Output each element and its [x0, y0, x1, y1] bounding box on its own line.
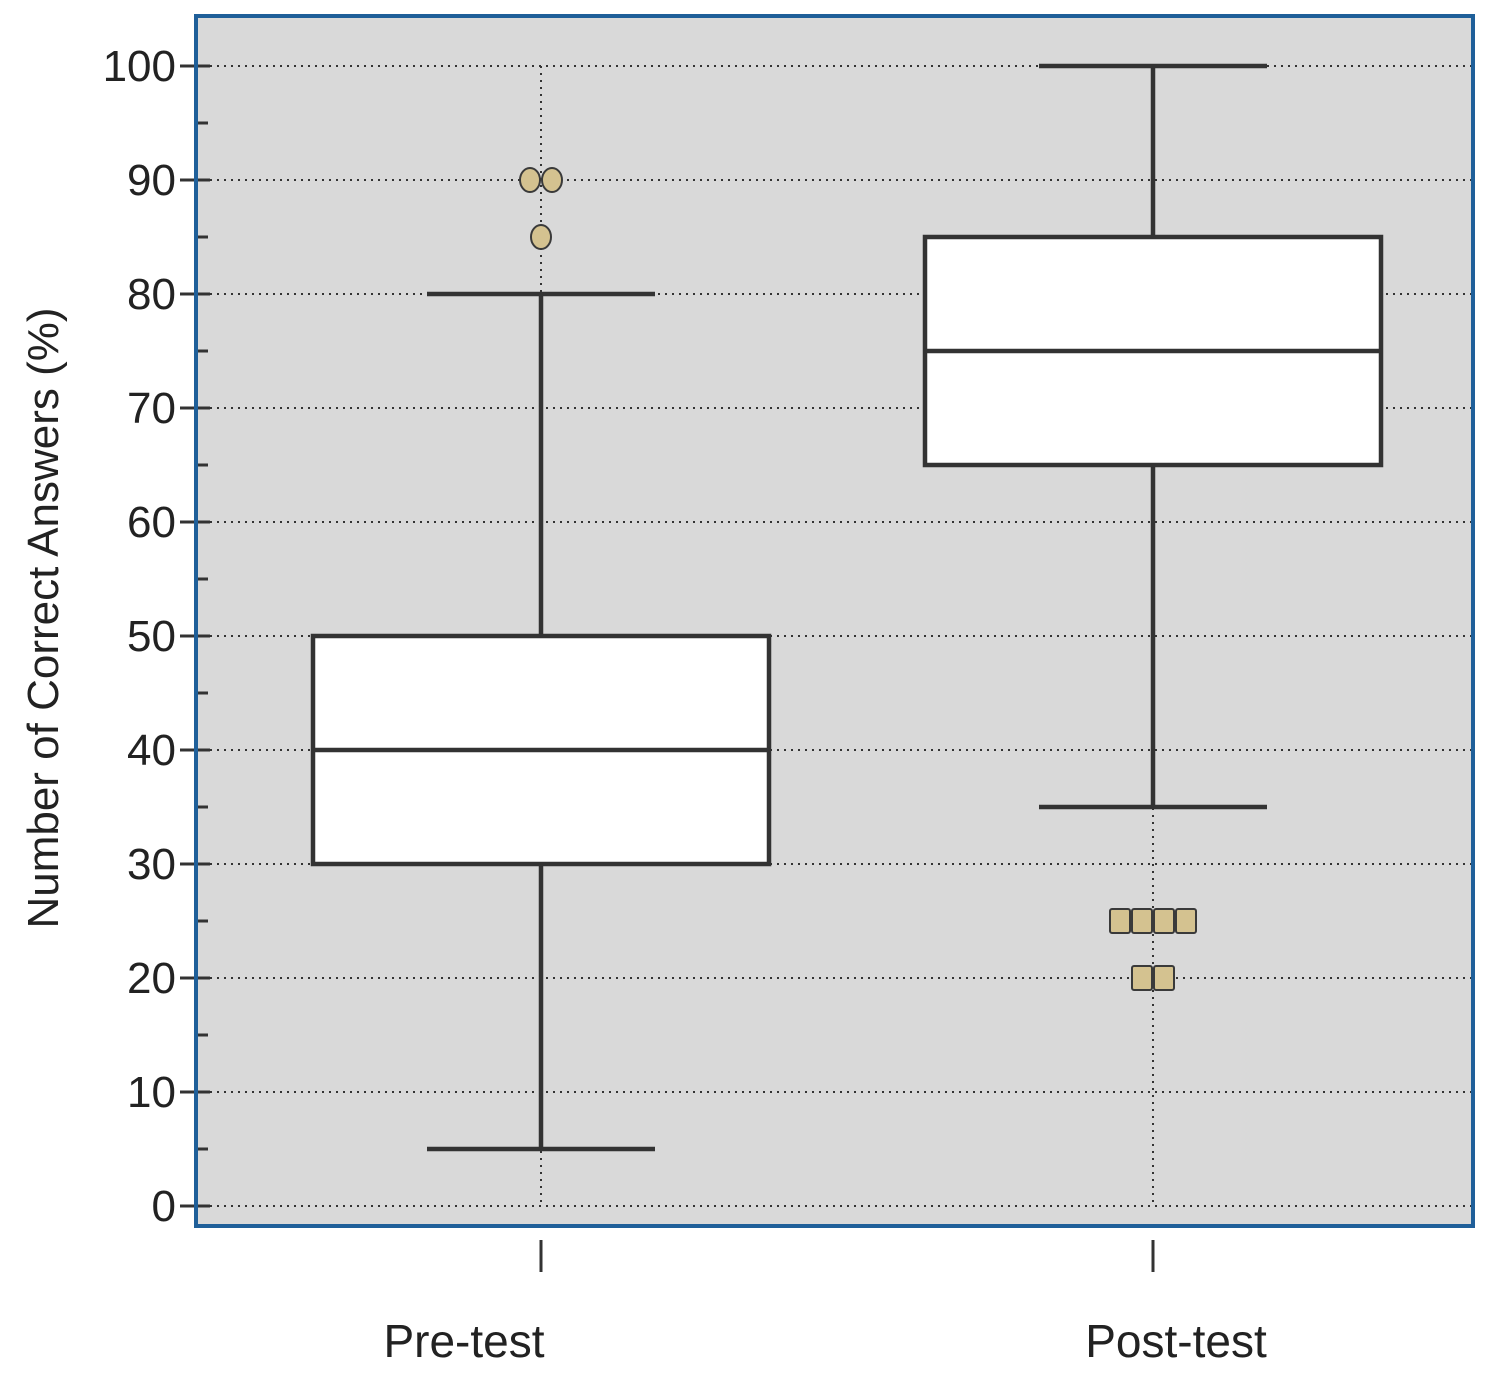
- y-tick-label: 70: [127, 384, 176, 433]
- y-tick-label: 10: [127, 1068, 176, 1117]
- outlier-point: [1131, 908, 1153, 934]
- box-post-test: [922, 63, 1384, 810]
- x-axis: Pre-test Post-test: [383, 1240, 1267, 1367]
- outlier-point: [530, 224, 552, 250]
- plot-frame: [194, 14, 1475, 1228]
- y-tick-label: 40: [127, 726, 176, 775]
- y-tick-label: 90: [127, 156, 176, 205]
- outlier-point: [1109, 908, 1131, 934]
- outlier-point: [1153, 908, 1175, 934]
- outlier-point: [1175, 908, 1197, 934]
- y-tick-label: 80: [127, 270, 176, 319]
- plot-area: [196, 16, 1473, 1226]
- y-axis-label: Number of Correct Answers (%): [19, 307, 68, 928]
- x-tick-label: Post-test: [1085, 1315, 1267, 1367]
- boxes: [310, 63, 1384, 1152]
- outlier-point: [541, 167, 563, 193]
- y-tick-label: 20: [127, 954, 176, 1003]
- y-tick-label: 30: [127, 840, 176, 889]
- box-pre-test: [310, 291, 772, 1152]
- y-tick-label: 100: [103, 42, 176, 91]
- outlier-point: [519, 167, 541, 193]
- y-tick-label: 50: [127, 612, 176, 661]
- outlier-point: [1153, 965, 1175, 991]
- y-tick-label: 60: [127, 498, 176, 547]
- y-tick-label: 0: [152, 1182, 176, 1231]
- x-tick-label: Pre-test: [383, 1315, 544, 1367]
- y-axis: 0 10 20 30 40 50 60 70 80 90 100: [103, 42, 210, 1231]
- outlier-point: [1131, 965, 1153, 991]
- outliers: [519, 167, 1197, 991]
